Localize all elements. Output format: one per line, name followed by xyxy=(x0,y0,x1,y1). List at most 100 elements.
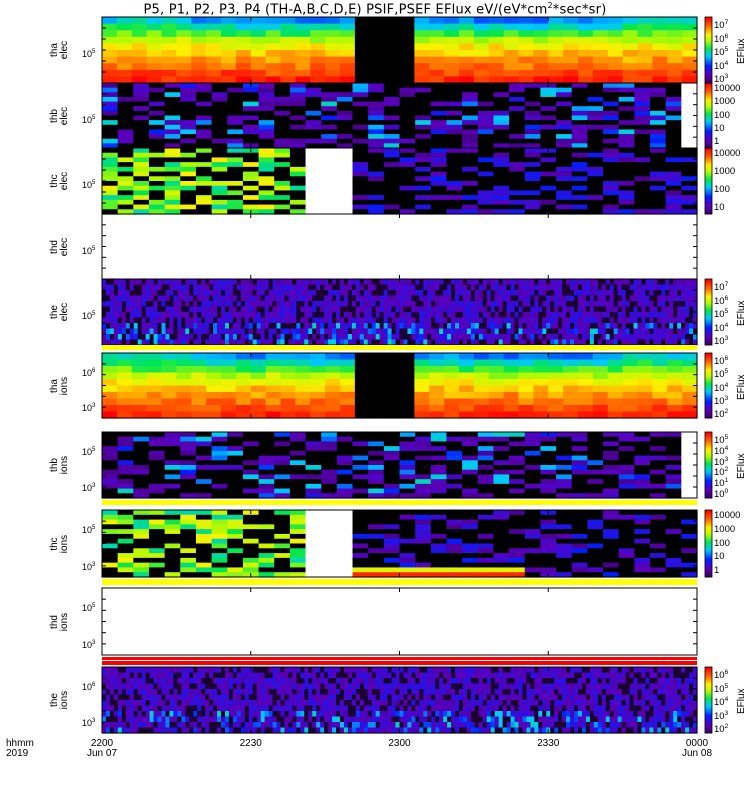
heatmap-cell xyxy=(149,312,155,319)
heatmap-cell xyxy=(383,548,401,554)
heatmap-cell xyxy=(148,96,166,103)
heatmap-cell xyxy=(117,171,134,177)
heatmap-cell xyxy=(336,519,354,525)
heatmap-cell xyxy=(181,339,186,346)
heatmap-cell xyxy=(634,455,651,461)
heatmap-cell xyxy=(650,134,667,140)
heatmap-cell xyxy=(415,312,420,319)
heatmap-cell xyxy=(493,106,510,112)
heatmap-cell xyxy=(509,87,526,93)
heatmap-cell xyxy=(368,101,385,107)
colorbar-swatch xyxy=(705,396,712,400)
heatmap-cell xyxy=(399,469,416,476)
heatmap-cell xyxy=(534,339,539,346)
heatmap-cell xyxy=(430,120,448,126)
heatmap-cell xyxy=(650,171,667,177)
heatmap-cell xyxy=(375,284,381,291)
heatmap-cell xyxy=(538,290,543,297)
heatmap-cell xyxy=(419,295,424,302)
heatmap-cell xyxy=(645,284,650,291)
heatmap-cell xyxy=(242,519,260,525)
heatmap-cell xyxy=(227,446,244,452)
colorbar-swatch xyxy=(705,130,712,133)
heatmap-cell xyxy=(185,284,190,291)
heatmap-cell xyxy=(258,450,275,457)
heatmap-cell xyxy=(325,43,341,51)
heatmap-cell xyxy=(352,162,369,168)
heatmap-cell xyxy=(384,50,401,58)
heatmap-cell xyxy=(653,301,658,308)
heatmap-cell xyxy=(125,317,131,324)
heatmap-cell xyxy=(102,359,118,367)
heatmap-cell xyxy=(587,129,604,135)
heatmap-cell xyxy=(415,301,420,308)
heatmap-cell xyxy=(649,334,654,341)
heatmap-cell xyxy=(321,166,338,173)
heatmap-cell xyxy=(213,328,218,335)
heatmap-cell xyxy=(137,301,143,308)
heatmap-cell xyxy=(439,279,444,286)
heatmap-cell xyxy=(258,493,275,499)
heatmap-cell xyxy=(650,455,667,461)
heatmap-cell xyxy=(399,92,416,98)
heatmap-cell xyxy=(522,339,528,346)
heatmap-cell xyxy=(180,134,197,140)
heatmap-cell xyxy=(430,488,448,494)
heatmap-cell xyxy=(289,488,307,494)
heatmap-cell xyxy=(164,115,181,121)
heatmap-cell xyxy=(493,176,510,182)
heatmap-cell xyxy=(102,115,119,121)
heatmap-cell xyxy=(474,312,480,319)
heatmap-cell xyxy=(592,17,609,25)
heatmap-cell xyxy=(146,30,163,38)
heatmap-cell xyxy=(368,166,385,173)
heatmap-cell xyxy=(493,510,510,516)
heatmap-cell xyxy=(289,436,307,443)
heatmap-cell xyxy=(474,317,480,324)
heatmap-cell xyxy=(540,204,557,210)
heatmap-cell xyxy=(242,436,260,443)
heatmap-cell xyxy=(603,120,620,126)
heatmap-cell xyxy=(415,290,420,297)
heatmap-cell xyxy=(562,328,567,335)
heatmap-cell xyxy=(493,92,510,98)
heatmap-cell xyxy=(585,323,591,330)
heatmap-cell xyxy=(430,465,448,471)
heatmap-cell xyxy=(571,162,588,168)
heatmap-cell xyxy=(300,312,305,319)
heatmap-cell xyxy=(102,312,107,319)
heatmap-cell xyxy=(157,279,163,286)
heatmap-cell xyxy=(637,43,653,51)
heatmap-cell xyxy=(141,323,147,330)
heatmap-cell xyxy=(556,92,573,98)
heatmap-cell xyxy=(578,17,594,25)
heatmap-cell xyxy=(681,323,686,330)
heatmap-cell xyxy=(242,543,260,549)
heatmap-cell xyxy=(414,405,430,413)
heatmap-cell xyxy=(509,185,526,192)
heatmap-cell xyxy=(227,110,244,117)
colorbar-swatch xyxy=(705,66,712,69)
heatmap-cell xyxy=(446,181,463,187)
heatmap-cell xyxy=(488,76,505,84)
heatmap-cell xyxy=(321,469,338,476)
heatmap-cell xyxy=(181,295,186,302)
heatmap-cell xyxy=(305,562,322,569)
heatmap-cell xyxy=(556,138,573,144)
heatmap-cell xyxy=(395,295,401,302)
heatmap-cell xyxy=(352,204,369,210)
colorbar-swatch xyxy=(705,379,712,382)
heatmap-cell xyxy=(524,450,542,457)
heatmap-cell xyxy=(554,290,559,297)
heatmap-cell xyxy=(316,284,321,291)
heatmap-cell xyxy=(368,455,385,461)
heatmap-cell xyxy=(383,479,401,485)
heatmap-cell xyxy=(607,411,624,419)
heatmap-cell xyxy=(486,301,492,308)
heatmap-cell xyxy=(352,209,369,215)
heatmap-cell xyxy=(548,405,564,413)
heatmap-cell xyxy=(228,284,234,291)
heatmap-cell xyxy=(189,284,194,291)
heatmap-cell xyxy=(105,323,111,330)
heatmap-cell xyxy=(466,290,472,297)
